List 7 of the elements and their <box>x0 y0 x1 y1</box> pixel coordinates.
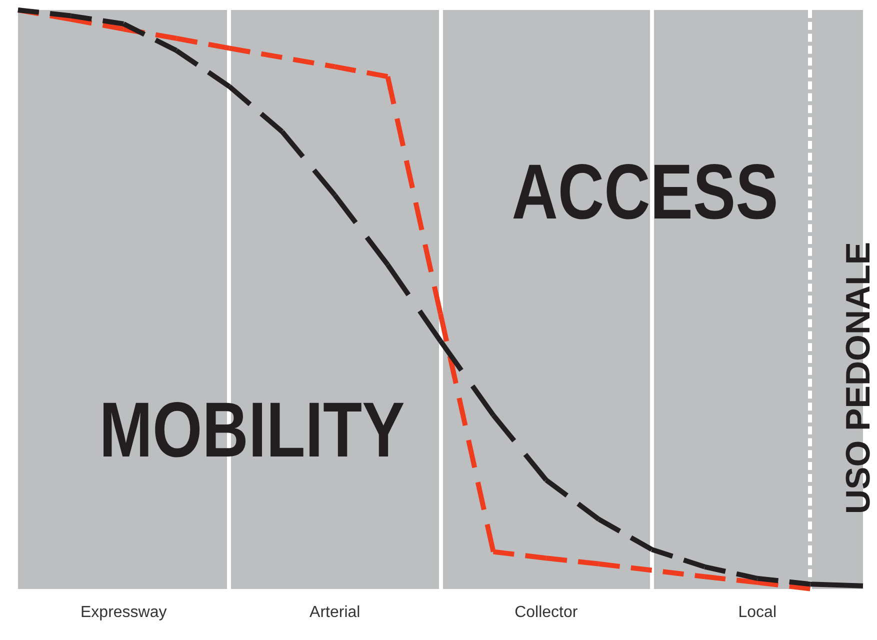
x-tick-label: Arterial <box>310 604 360 621</box>
x-tick-label: Local <box>738 604 776 621</box>
annotation: MOBILITY <box>99 386 405 474</box>
x-tick-label: Collector <box>514 604 578 621</box>
annotation: USO PEDONALE <box>839 242 877 514</box>
x-tick-label: Expressway <box>80 604 167 621</box>
annotation: ACCESS <box>512 148 778 236</box>
